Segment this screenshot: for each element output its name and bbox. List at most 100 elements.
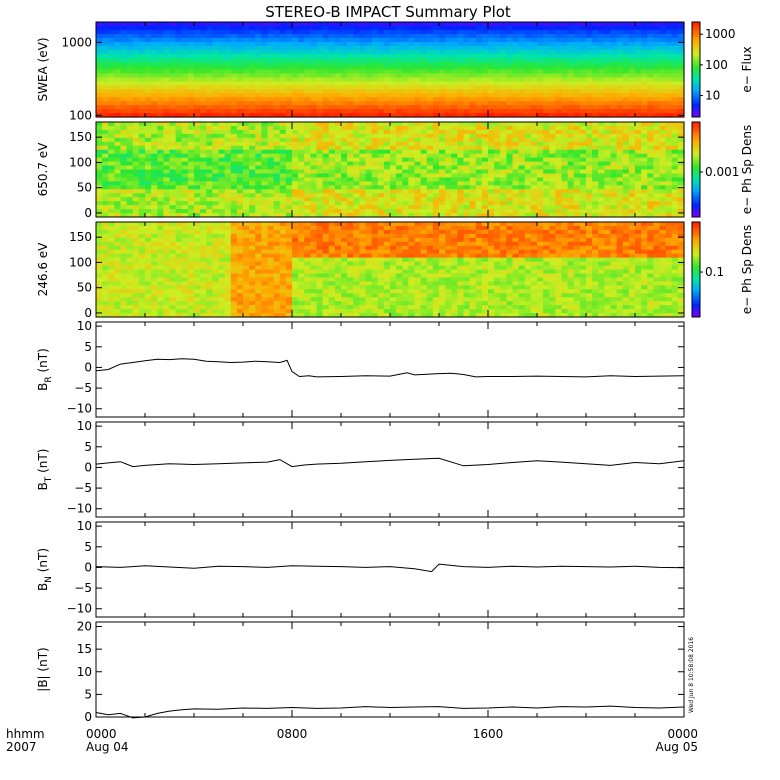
heatmap-cell [230, 109, 238, 114]
heatmap-cell [365, 205, 373, 210]
heatmap-cell [383, 25, 391, 31]
heatmap-cell [322, 197, 330, 202]
heatmap-cell [304, 193, 311, 198]
heatmap-cell [408, 69, 416, 75]
heatmap-cell [273, 85, 281, 90]
heatmap-cell [114, 113, 122, 118]
heatmap-cell [224, 157, 232, 163]
heatmap-cell [132, 41, 140, 47]
heatmap-cell [610, 77, 618, 82]
heatmap-cell [316, 165, 324, 171]
heatmap-cell [249, 157, 256, 163]
heatmap-cell [273, 181, 281, 186]
heatmap-cell [157, 145, 164, 151]
heatmap-cell [420, 197, 428, 202]
heatmap-cell [432, 85, 440, 90]
heatmap-cell [457, 133, 465, 139]
heatmap-cell [359, 109, 367, 114]
heatmap-cell [316, 33, 324, 39]
heatmap-cell [506, 33, 514, 39]
heatmap-cell [96, 269, 103, 275]
heatmap-cell [261, 73, 269, 79]
heatmap-cell [432, 209, 440, 214]
heatmap-cell [138, 293, 146, 298]
heatmap-cell [151, 109, 158, 114]
heatmap-cell [641, 177, 648, 182]
heatmap-cell [537, 153, 544, 159]
heatmap-cell [292, 97, 299, 102]
heatmap-cell [671, 149, 679, 155]
heatmap-cell [249, 85, 256, 90]
heatmap-cell [138, 85, 146, 90]
heatmap-cell [114, 213, 122, 218]
heatmap-cell [322, 77, 330, 82]
heatmap-cell [592, 41, 599, 47]
heatmap-cell [212, 137, 220, 143]
heatmap-cell [279, 129, 287, 135]
heatmap-cell [598, 65, 605, 71]
heatmap-cell [567, 181, 575, 186]
heatmap-cell [530, 65, 538, 71]
heatmap-cell [592, 141, 599, 147]
heatmap-cell [261, 149, 269, 155]
heatmap-cell [273, 141, 281, 147]
heatmap-cell [243, 29, 250, 35]
heatmap-cell [194, 105, 201, 110]
heatmap-cell [543, 189, 550, 194]
heatmap-cell [120, 177, 128, 182]
heatmap-cell [365, 122, 373, 127]
heatmap-cell [451, 197, 458, 202]
heatmap-cell [249, 145, 256, 151]
heatmap-cell [96, 161, 103, 167]
heatmap-cell [212, 189, 220, 194]
heatmap-cell [163, 293, 171, 298]
heatmap-cell [267, 141, 275, 147]
heatmap-cell [677, 97, 685, 102]
heatmap-cell [426, 25, 434, 31]
heatmap-cell [120, 101, 128, 106]
heatmap-cell [261, 157, 269, 163]
heatmap-cell [677, 61, 685, 67]
heatmap-cell [273, 185, 281, 190]
heatmap-cell [157, 245, 164, 251]
heatmap-cell [151, 29, 158, 35]
heatmap-cell [610, 53, 618, 59]
heatmap-cell [151, 33, 158, 39]
heatmap-cell [267, 85, 275, 90]
heatmap-cell [390, 53, 397, 59]
heatmap-cell [463, 177, 471, 182]
heatmap-cell [261, 57, 269, 63]
heatmap-cell [341, 41, 348, 47]
heatmap-cell [445, 209, 452, 214]
heatmap-cell [126, 109, 134, 114]
heatmap-cell [628, 189, 636, 194]
heatmap-cell [665, 53, 673, 59]
heatmap-cell [402, 197, 409, 202]
heatmap-cell [451, 22, 458, 27]
heatmap-cell [377, 53, 385, 59]
heatmap-cell [414, 29, 422, 35]
heatmap-cell [598, 185, 605, 190]
heatmap-cell [145, 313, 152, 318]
heatmap-cell [518, 125, 526, 131]
heatmap-cell [157, 301, 164, 306]
heatmap-cell [567, 197, 575, 202]
heatmap-cell [120, 153, 128, 159]
heatmap-cell [494, 125, 501, 131]
heatmap-cell [616, 133, 624, 139]
heatmap-cell [359, 193, 367, 198]
heatmap-cell [249, 41, 256, 47]
heatmap-cell [212, 173, 220, 179]
heatmap-cell [200, 181, 207, 186]
heatmap-cell [390, 129, 397, 135]
heatmap-cell [194, 173, 201, 179]
heatmap-cell [163, 45, 171, 51]
heatmap-cell [194, 73, 201, 79]
heatmap-cell [561, 185, 569, 190]
heatmap-cell [457, 109, 465, 114]
heatmap-cell [359, 65, 367, 71]
heatmap-cell [255, 213, 262, 218]
heatmap-cell [604, 125, 612, 131]
heatmap-cell [279, 169, 287, 175]
heatmap-cell [628, 37, 636, 43]
